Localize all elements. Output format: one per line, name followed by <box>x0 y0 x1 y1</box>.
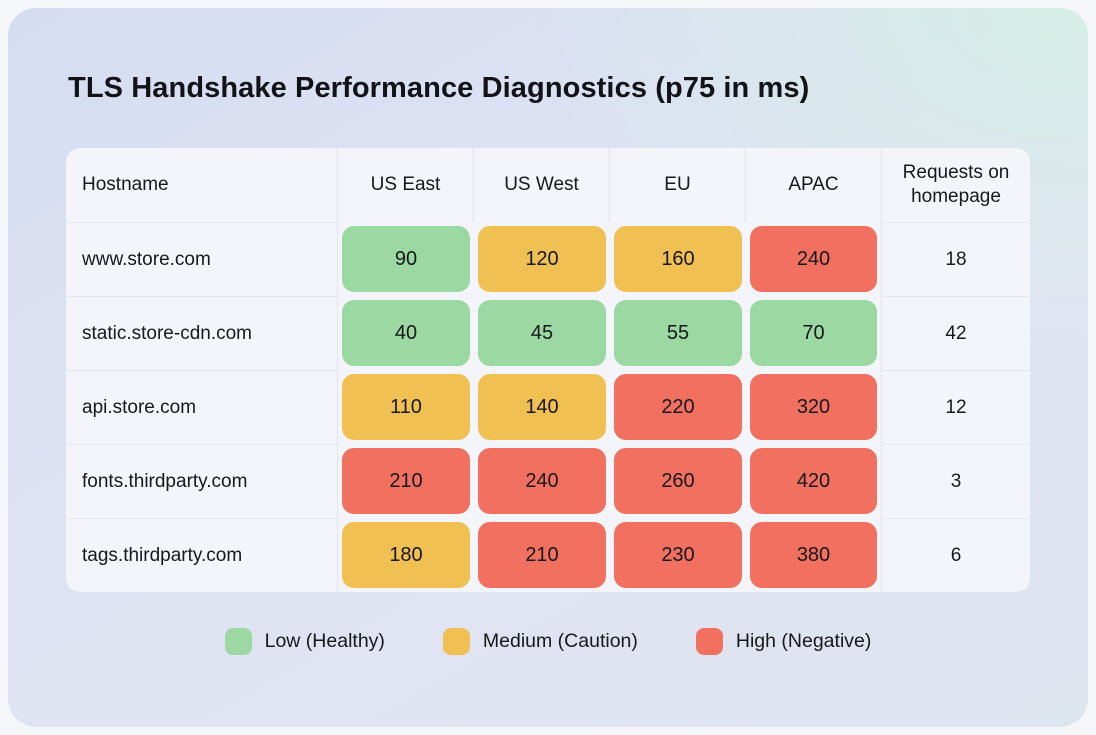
hostname-cell: tags.thirdparty.com <box>66 518 338 592</box>
latency-chip: 210 <box>478 522 606 588</box>
latency-cell: 160 <box>610 222 746 296</box>
legend-swatch-medium <box>442 628 470 655</box>
col-header-us-west: US West <box>474 148 610 222</box>
legend-label: Medium (Caution) <box>482 630 638 652</box>
legend-item-medium: Medium (Caution) <box>442 628 638 655</box>
latency-cell: 120 <box>474 222 610 296</box>
requests-cell: 6 <box>882 518 1030 592</box>
latency-cell: 210 <box>338 444 474 518</box>
requests-cell: 18 <box>882 222 1030 296</box>
latency-cell: 320 <box>746 370 882 444</box>
page-title: TLS Handshake Performance Diagnostics (p… <box>68 72 810 104</box>
latency-chip: 260 <box>614 448 742 514</box>
hostname-cell: fonts.thirdparty.com <box>66 444 338 518</box>
col-header-us-east: US East <box>338 148 474 222</box>
table-row: fonts.thirdparty.com 210 240 260 420 3 <box>66 444 1030 518</box>
latency-chip: 55 <box>614 300 742 366</box>
latency-cell: 110 <box>338 370 474 444</box>
table-row: tags.thirdparty.com 180 210 230 380 6 <box>66 518 1030 592</box>
latency-chip: 120 <box>478 226 606 292</box>
legend-swatch-low <box>224 628 252 655</box>
requests-cell: 3 <box>882 444 1030 518</box>
col-header-requests: Requests on homepage <box>902 162 1010 207</box>
legend-swatch-high <box>695 628 723 655</box>
latency-chip: 140 <box>478 374 606 440</box>
latency-cell: 420 <box>746 444 882 518</box>
legend-label: High (Negative) <box>735 630 872 652</box>
latency-cell: 240 <box>474 444 610 518</box>
latency-chip: 220 <box>614 374 742 440</box>
hostname-cell: www.store.com <box>66 222 338 296</box>
legend-item-low: Low (Healthy) <box>224 628 385 655</box>
latency-cell: 40 <box>338 296 474 370</box>
latency-chip: 380 <box>750 522 877 588</box>
latency-cell: 55 <box>610 296 746 370</box>
latency-cell: 380 <box>746 518 882 592</box>
col-header-hostname: Hostname <box>66 148 338 222</box>
latency-cell: 140 <box>474 370 610 444</box>
table-header-row: Hostname US East US West EU APAC Request… <box>66 148 1030 222</box>
legend-label: Low (Healthy) <box>264 630 385 652</box>
latency-cell: 70 <box>746 296 882 370</box>
latency-cell: 240 <box>746 222 882 296</box>
hostname-cell: api.store.com <box>66 370 338 444</box>
latency-cell: 210 <box>474 518 610 592</box>
diagnostics-table: Hostname US East US West EU APAC Request… <box>66 148 1030 592</box>
table-row: static.store-cdn.com 40 45 55 70 42 <box>66 296 1030 370</box>
latency-chip: 240 <box>750 226 877 292</box>
latency-chip: 230 <box>614 522 742 588</box>
legend: Low (Healthy) Medium (Caution) High (Neg… <box>8 628 1088 655</box>
requests-cell: 12 <box>882 370 1030 444</box>
latency-chip: 110 <box>342 374 470 440</box>
table-row: www.store.com 90 120 160 240 18 <box>66 222 1030 296</box>
latency-chip: 90 <box>342 226 470 292</box>
legend-item-high: High (Negative) <box>695 628 872 655</box>
col-header-eu: EU <box>610 148 746 222</box>
latency-cell: 90 <box>338 222 474 296</box>
hostname-cell: static.store-cdn.com <box>66 296 338 370</box>
latency-chip: 40 <box>342 300 470 366</box>
latency-chip: 420 <box>750 448 877 514</box>
latency-chip: 70 <box>750 300 877 366</box>
latency-chip: 160 <box>614 226 742 292</box>
latency-chip: 210 <box>342 448 470 514</box>
latency-cell: 230 <box>610 518 746 592</box>
latency-cell: 220 <box>610 370 746 444</box>
latency-cell: 45 <box>474 296 610 370</box>
table-row: api.store.com 110 140 220 320 12 <box>66 370 1030 444</box>
diagnostics-card: TLS Handshake Performance Diagnostics (p… <box>8 8 1088 727</box>
col-header-apac: APAC <box>746 148 882 222</box>
latency-chip: 45 <box>478 300 606 366</box>
latency-chip: 180 <box>342 522 470 588</box>
latency-chip: 320 <box>750 374 877 440</box>
latency-cell: 260 <box>610 444 746 518</box>
latency-chip: 240 <box>478 448 606 514</box>
latency-cell: 180 <box>338 518 474 592</box>
requests-cell: 42 <box>882 296 1030 370</box>
